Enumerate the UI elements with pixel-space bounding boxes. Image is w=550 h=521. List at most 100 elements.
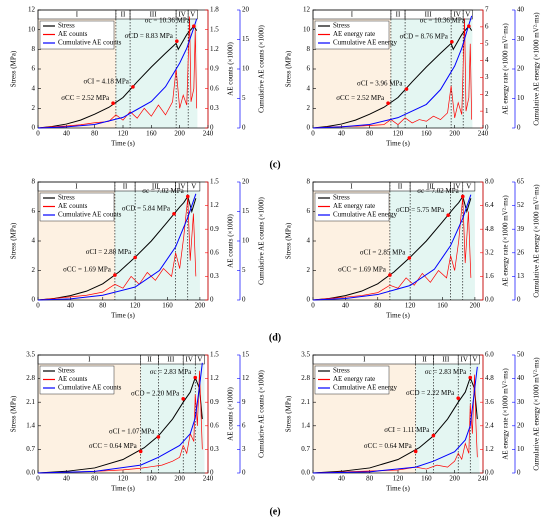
x-tick-label: 200 <box>449 130 460 138</box>
annotation-point <box>172 212 176 216</box>
y2-tick-label: 1.2 <box>485 445 494 453</box>
y3-tick-label: 15 <box>242 35 250 43</box>
y3-tick-label: 0 <box>242 296 246 304</box>
y-axis-label: Stress (MPa) <box>285 395 293 432</box>
y2-axis-label: AE energy rate (×1000 mV²·ms) <box>502 23 510 115</box>
y3-tick-label: 15 <box>242 207 250 215</box>
x-tick-label: 120 <box>405 302 416 310</box>
annotation-point <box>156 435 161 439</box>
y3-tick-label: 20 <box>242 178 250 186</box>
legend-label: AE energy rate <box>333 375 375 383</box>
y-tick-label: 4 <box>32 237 36 245</box>
stage-region <box>450 182 463 300</box>
y3-tick-label: 10 <box>517 94 525 102</box>
x-tick-label: 80 <box>366 475 374 483</box>
y2-axis-label: AE counts (×1000) <box>227 386 235 440</box>
y2-tick-label: 4.8 <box>485 374 494 382</box>
stage-region <box>389 182 411 300</box>
legend-label: Cumulative AE counts <box>58 211 122 219</box>
stage-region <box>390 10 406 128</box>
y2-tick-label: 2.4 <box>485 421 494 429</box>
annotation-point <box>460 194 465 199</box>
y2-tick-label: 0 <box>210 296 214 304</box>
legend-label: Cumulative AE counts <box>58 384 122 392</box>
x-tick-label: 240 <box>478 475 489 483</box>
x-tick-label: 40 <box>338 475 346 483</box>
y-tick-label: 6 <box>32 65 36 73</box>
stage-label: III <box>427 183 435 191</box>
y2-tick-label: 1.5 <box>210 178 219 186</box>
y3-tick-label: 5 <box>242 94 246 102</box>
stage-region <box>195 355 205 473</box>
x-tick-label: 40 <box>342 302 350 310</box>
chart-panel: I II III IV V0 40 80 120 160 200 24002468101200.30… <box>10 6 266 148</box>
y-tick-label: 0 <box>32 296 36 304</box>
annotation-point <box>431 433 436 438</box>
annotation-text: σCI = 1.11 MPa <box>384 426 430 434</box>
x-tick-label: 160 <box>421 475 432 483</box>
series-line <box>312 194 472 301</box>
annotation-point <box>181 397 186 401</box>
stage-label: IV <box>178 183 185 191</box>
chart-panel: I II III IV V0 40 80 120 160 2000246800.30.60.91.… <box>10 178 266 320</box>
stage-region <box>114 182 136 300</box>
y2-tick-label: 0.6 <box>210 84 219 92</box>
y-tick-label: 3.5 <box>26 351 35 359</box>
annotation-text: σCI = 2.85 MPa <box>360 249 406 257</box>
y2-tick-label: 7 <box>485 6 489 14</box>
series-line <box>37 370 203 474</box>
y-tick-label: 2 <box>307 266 311 274</box>
stage-label: II <box>422 356 427 364</box>
x-tick-label: 80 <box>374 302 382 310</box>
stage-label: I <box>351 11 354 19</box>
stage-region <box>470 355 480 473</box>
y-tick-label: 0 <box>32 124 36 132</box>
y2-tick-label: 0.3 <box>210 445 219 453</box>
stage-region <box>183 355 196 473</box>
y2-tick-label: 6.0 <box>485 351 494 359</box>
x-tick-label: 200 <box>195 302 206 310</box>
stage-region <box>188 10 198 128</box>
series-line <box>37 16 198 129</box>
annotation-point <box>407 256 412 260</box>
y3-axis-label: Cumulative AE counts (×1000) <box>258 369 266 457</box>
stage-region <box>175 182 188 300</box>
annotation-point <box>185 194 190 199</box>
annotation-point <box>138 449 143 454</box>
y2-tick-label: 0.9 <box>210 398 219 406</box>
series-line <box>37 25 198 129</box>
annotation-text: σc = 2.83 MPa <box>425 368 467 376</box>
y2-tick-label: 0 <box>210 124 214 132</box>
y-tick-label: 10 <box>28 25 36 33</box>
annotation-point <box>388 273 392 277</box>
legend-label: AE energy rate <box>333 202 375 210</box>
annotation-text: σCD = 2.20 MPa <box>131 389 180 397</box>
stage-label: V <box>197 356 202 364</box>
x-tick-label: 120 <box>393 475 404 483</box>
y3-axis-label: Cumulative AE energy (×1000 mV²·ms) <box>533 12 541 126</box>
stage-region <box>433 355 459 473</box>
stage-region <box>405 10 452 128</box>
y2-tick-label: 1.2 <box>210 45 219 53</box>
annotation-point <box>192 24 196 28</box>
stage-label: III <box>442 356 450 364</box>
y3-tick-label: 10 <box>242 65 250 73</box>
y3-tick-label: 65 <box>517 178 525 186</box>
y-tick-label: 12 <box>303 6 311 14</box>
annotation-point <box>468 375 473 380</box>
chart-panel: I II III IV V0 40 80 120 160 200024680.01.63.24.8… <box>285 178 541 320</box>
y-axis-label: Stress (MPa) <box>10 50 18 87</box>
x-axis-label: Time (s) <box>111 140 135 148</box>
stage-label: I <box>363 356 366 364</box>
y3-axis-label: Cumulative AE energy (×1000 mV²·ms) <box>533 184 541 298</box>
stage-label: II <box>123 183 128 191</box>
x-tick-label: 160 <box>421 130 432 138</box>
y3-tick-label: 50 <box>517 351 525 359</box>
stage-label: V <box>191 183 196 191</box>
annotation-point <box>467 24 471 28</box>
y2-tick-label: 1.5 <box>210 25 219 33</box>
y2-axis-label: AE counts (×1000) <box>227 41 235 95</box>
stage-label: IV <box>453 183 460 191</box>
y-tick-label: 0.0 <box>301 469 310 477</box>
y2-tick-label: 1.5 <box>210 351 219 359</box>
